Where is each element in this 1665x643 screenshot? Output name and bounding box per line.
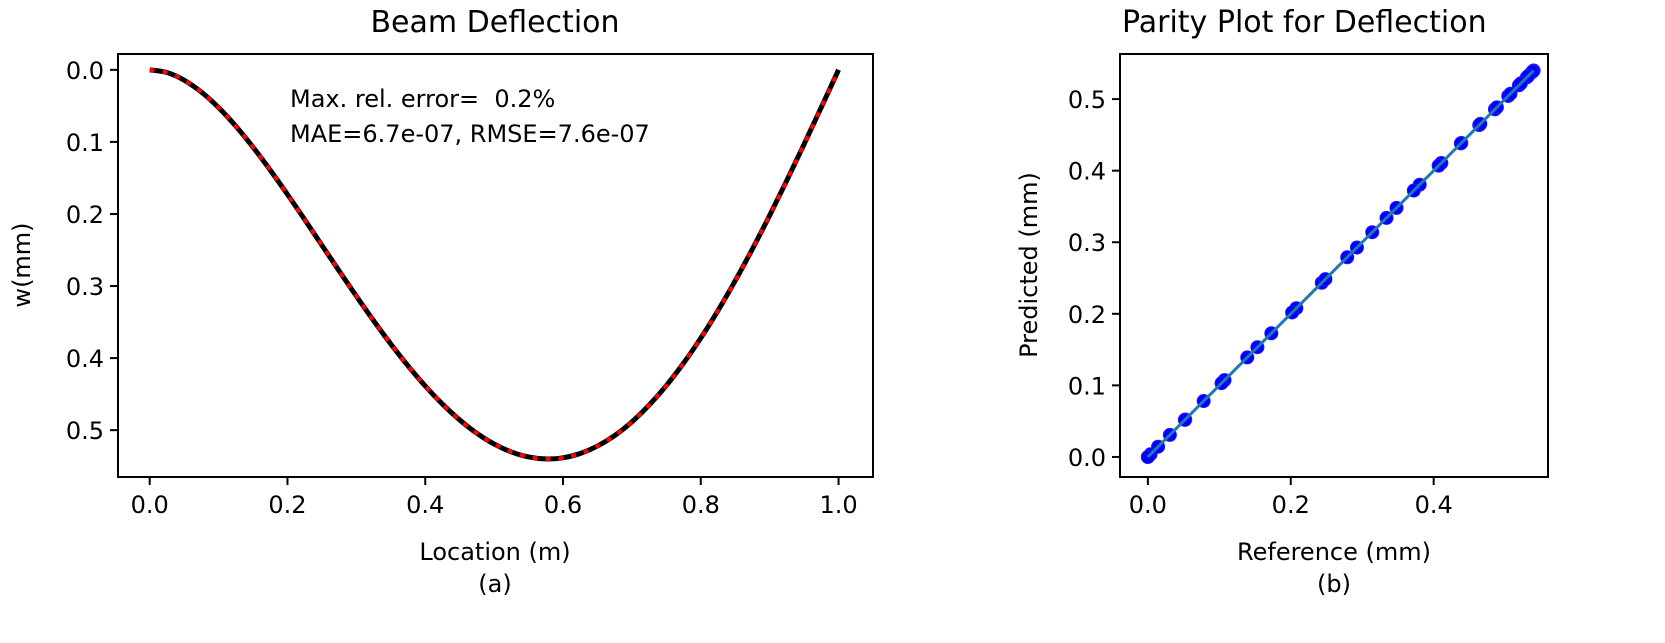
x-axis-label: Reference (mm) — [1237, 538, 1431, 566]
y-tick-label: 0.5 — [1068, 86, 1106, 114]
y-tick-label: 0.1 — [66, 129, 104, 157]
y-axis-label: w(mm) — [8, 222, 36, 307]
y-tick-label: 0.0 — [66, 57, 104, 85]
caption: (b) — [1317, 570, 1351, 598]
y-tick-label: 0.4 — [66, 345, 104, 373]
y-axis-label: Predicted (mm) — [1015, 172, 1043, 358]
x-tick-label: 0.4 — [406, 491, 444, 519]
y-tick-label: 0.5 — [66, 417, 104, 445]
chart-title: Parity Plot for Deflection — [1122, 5, 1487, 40]
x-tick-label: 0.0 — [131, 491, 169, 519]
y-tick-label: 0.3 — [1068, 229, 1106, 257]
x-tick-label: 0.4 — [1415, 491, 1453, 519]
x-tick-label: 0.2 — [268, 491, 306, 519]
axes-frame — [117, 53, 874, 478]
y-tick-label: 0.2 — [66, 201, 104, 229]
predicted-line — [149, 67, 841, 461]
x-tick-label: 0.0 — [1129, 491, 1167, 519]
beam-deflection-chart: Beam Deflection 0.0 0.2 0.4 0.6 0.8 1.0 0.0 0.1… — [8, 5, 874, 598]
chart-title: Beam Deflection — [370, 5, 619, 40]
caption: (a) — [478, 570, 511, 598]
y-tick-label: 0.1 — [1068, 372, 1106, 400]
axis-ticks: 0.0 0.2 0.4 0.0 0.1 0.2 0.3 0.4 0.5 — [1068, 86, 1453, 519]
axis-ticks: 0.0 0.2 0.4 0.6 0.8 1.0 0.0 0.1 0.2 0.3 0.4 0.5 — [66, 57, 858, 519]
y-tick-label: 0.0 — [1068, 444, 1106, 472]
annotation-max-error: Max. rel. error= 0.2% — [290, 85, 555, 113]
x-tick-label: 0.2 — [1272, 491, 1310, 519]
x-tick-label: 1.0 — [819, 491, 857, 519]
x-tick-label: 0.8 — [682, 491, 720, 519]
identity-line — [1146, 69, 1535, 459]
y-tick-label: 0.2 — [1068, 301, 1106, 329]
y-tick-label: 0.3 — [66, 273, 104, 301]
x-tick-label: 0.6 — [544, 491, 582, 519]
plot-area — [149, 67, 841, 462]
plot-area — [1140, 63, 1541, 464]
x-axis-label: Location (m) — [419, 538, 570, 566]
annotation-mae-rmse: MAE=6.7e-07, RMSE=7.6e-07 — [290, 120, 650, 148]
axes-frame — [1119, 53, 1549, 478]
y-tick-label: 0.4 — [1068, 158, 1106, 186]
parity-plot-chart: Parity Plot for Deflection 0.0 0.2 0.40.00… — [1015, 5, 1549, 598]
